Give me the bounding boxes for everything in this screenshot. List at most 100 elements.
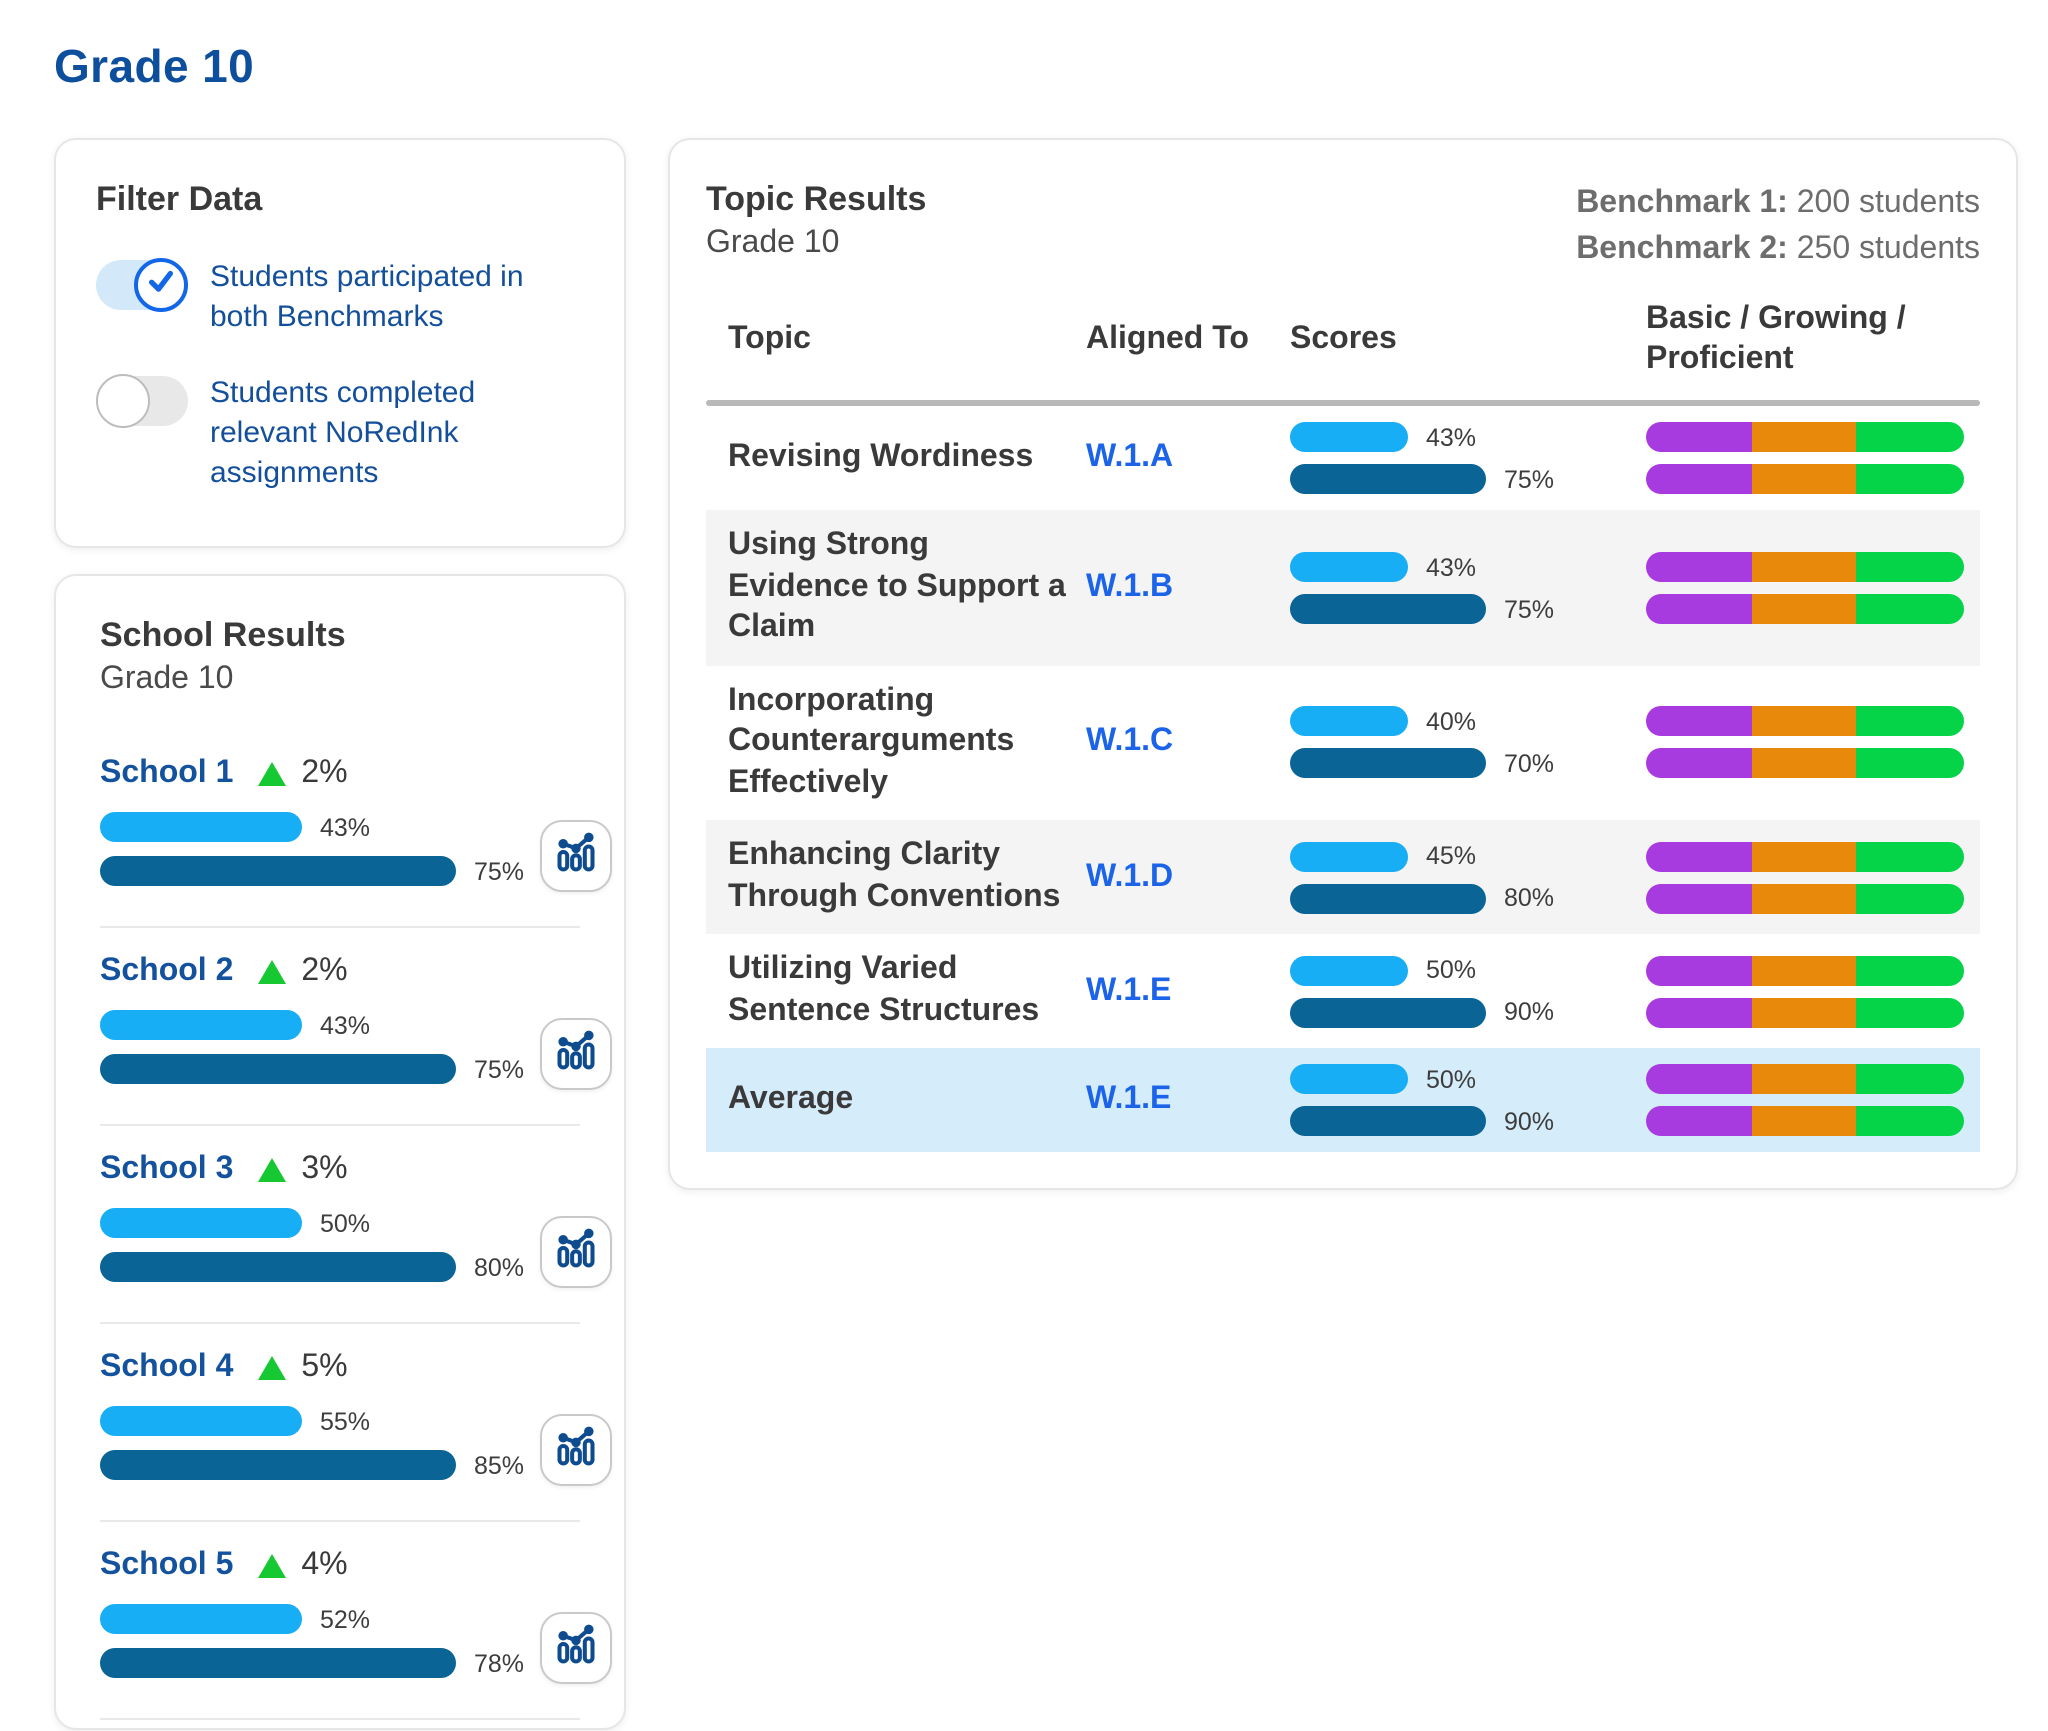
benchmark2-bar-row: 75% xyxy=(1290,594,1646,625)
topic-name: Enhancing Clarity Through Conventions xyxy=(728,838,1061,914)
benchmark1-bar-row: 55% xyxy=(100,1406,524,1437)
column-header-topic: Topic xyxy=(728,322,811,357)
benchmark1-value: 45% xyxy=(1426,842,1477,871)
benchmark2-bar-row: 80% xyxy=(1290,883,1646,914)
growing-segment xyxy=(1751,1064,1857,1095)
distribution-cell xyxy=(1646,552,1986,625)
increase-triangle-icon xyxy=(257,1356,286,1381)
basic-segment xyxy=(1646,748,1752,779)
chart-detail-button[interactable] xyxy=(540,1612,613,1685)
school-results-title: School Results xyxy=(100,616,346,655)
aligned-to-link[interactable]: W.1.C xyxy=(1086,724,1174,759)
school-header: School 2 2% xyxy=(100,955,580,991)
toggle-knob xyxy=(96,373,150,427)
benchmark1-bar-row: 50% xyxy=(1290,955,1646,986)
growing-segment xyxy=(1751,464,1857,495)
basic-segment xyxy=(1646,706,1752,737)
benchmark1-value: 40% xyxy=(1426,707,1477,736)
combo-chart-icon xyxy=(554,1226,598,1280)
chart-detail-button[interactable] xyxy=(540,1216,613,1289)
growing-segment xyxy=(1751,997,1857,1028)
benchmark-label: Benchmark 2: xyxy=(1576,232,1788,267)
benchmark1-bar xyxy=(100,1604,302,1635)
school-header: School 3 3% xyxy=(100,1153,580,1189)
increase-triangle-icon xyxy=(257,1158,286,1183)
divider xyxy=(100,1322,580,1325)
benchmark-legend: Benchmark 1: 200 students Benchmark 2: 2… xyxy=(1576,180,1980,273)
distribution-bar-benchmark1 xyxy=(1646,552,1964,583)
benchmark2-bar xyxy=(100,1252,456,1283)
school-bars: 55% 85% xyxy=(100,1406,524,1495)
aligned-to-link[interactable]: W.1.E xyxy=(1086,973,1172,1008)
divider xyxy=(100,1124,580,1127)
benchmark1-bar xyxy=(100,1208,302,1239)
distribution-bar-benchmark2 xyxy=(1646,464,1964,495)
distribution-bar-benchmark1 xyxy=(1646,1064,1964,1095)
scores-cell: 45% 80% xyxy=(1290,841,1646,914)
benchmark1-value: 55% xyxy=(320,1407,371,1436)
proficient-segment xyxy=(1856,552,1964,583)
aligned-to-link[interactable]: W.1.A xyxy=(1086,440,1174,475)
school-name-link[interactable]: School 5 xyxy=(100,1548,234,1583)
assignments-toggle[interactable] xyxy=(96,373,188,427)
benchmark2-bar-row: 80% xyxy=(100,1252,525,1283)
topic-results-card: Topic Results Grade 10 Benchmark 1: 200 … xyxy=(668,138,2018,1191)
basic-segment xyxy=(1646,997,1752,1028)
benchmark2-value: 78% xyxy=(474,1649,525,1678)
proficient-segment xyxy=(1856,955,1964,986)
aligned-to-link[interactable]: W.1.D xyxy=(1086,859,1174,894)
school-bars: 43% 75% xyxy=(100,812,524,901)
benchmark2-value: 90% xyxy=(1504,998,1555,1027)
chart-detail-button[interactable] xyxy=(540,820,613,893)
benchmark1-value: 43% xyxy=(320,813,371,842)
chart-detail-button[interactable] xyxy=(540,1414,613,1487)
basic-segment xyxy=(1646,594,1752,625)
benchmark1-bar xyxy=(1290,841,1408,872)
left-column: Filter Data Students participated in bot… xyxy=(54,138,626,1731)
benchmark2-value: 80% xyxy=(474,1253,525,1282)
benchmark1-bar-row: 43% xyxy=(100,1010,524,1041)
distribution-bar-benchmark2 xyxy=(1646,997,1964,1028)
basic-segment xyxy=(1646,955,1752,986)
proficient-segment xyxy=(1856,706,1964,737)
benchmark2-value: 75% xyxy=(1504,595,1555,624)
distribution-bar-benchmark1 xyxy=(1646,841,1964,872)
proficient-segment xyxy=(1856,594,1964,625)
school-name-link[interactable]: School 3 xyxy=(100,1152,234,1187)
distribution-bar-benchmark2 xyxy=(1646,748,1964,779)
school-results-subtitle: Grade 10 xyxy=(100,662,234,697)
topic-table-header: Topic Aligned To Scores Basic / Growing … xyxy=(706,301,1980,401)
increase-triangle-icon xyxy=(257,1554,286,1579)
growing-segment xyxy=(1751,841,1857,872)
filter-data-card: Filter Data Students participated in bot… xyxy=(54,138,626,549)
scores-cell: 43% 75% xyxy=(1290,422,1646,495)
aligned-to-link[interactable]: W.1.E xyxy=(1086,1082,1172,1117)
scores-cell: 43% 75% xyxy=(1290,552,1646,625)
school-name-link[interactable]: School 4 xyxy=(100,1350,234,1385)
topic-row: Utilizing Varied Sentence Structures W.1… xyxy=(706,934,1980,1048)
school-item: School 5 4% 52% 78% xyxy=(100,1523,613,1721)
school-bars: 43% 75% xyxy=(100,1010,524,1099)
benchmark2-bar xyxy=(1290,997,1486,1028)
header-divider xyxy=(706,400,1980,407)
aligned-to-link[interactable]: W.1.B xyxy=(1086,570,1174,605)
school-name-link[interactable]: School 2 xyxy=(100,954,234,989)
growing-segment xyxy=(1751,748,1857,779)
growing-segment xyxy=(1751,883,1857,914)
proficient-segment xyxy=(1856,997,1964,1028)
chart-detail-button[interactable] xyxy=(540,1018,613,1091)
school-body: 43% 75% xyxy=(100,812,613,901)
benchmark-value: 250 students xyxy=(1796,232,1980,267)
distribution-cell xyxy=(1646,422,1986,495)
benchmarks-toggle[interactable] xyxy=(96,258,188,312)
divider xyxy=(100,1718,580,1721)
topic-table-body: Revising Wordiness W.1.A 43% 75% xyxy=(706,407,1980,1153)
column-header-scores: Scores xyxy=(1290,322,1397,357)
benchmark1-bar-row: 52% xyxy=(100,1604,524,1635)
school-name-link[interactable]: School 1 xyxy=(100,756,234,791)
benchmark-label: Benchmark 1: xyxy=(1576,186,1788,220)
basic-segment xyxy=(1646,552,1752,583)
topic-table: Topic Aligned To Scores Basic / Growing … xyxy=(706,301,1980,1153)
benchmark2-value: 90% xyxy=(1504,1107,1555,1136)
proficient-segment xyxy=(1856,883,1964,914)
